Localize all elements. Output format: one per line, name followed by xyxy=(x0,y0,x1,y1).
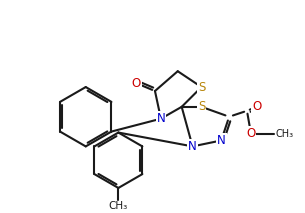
Text: O: O xyxy=(246,127,256,140)
Text: N: N xyxy=(156,112,165,125)
Text: CH₃: CH₃ xyxy=(109,201,128,211)
Text: N: N xyxy=(188,140,197,153)
Text: O: O xyxy=(252,100,261,113)
Text: S: S xyxy=(198,100,205,113)
Text: O: O xyxy=(131,77,141,90)
Text: N: N xyxy=(217,134,226,147)
Text: CH₃: CH₃ xyxy=(276,128,294,138)
Text: S: S xyxy=(198,81,205,94)
